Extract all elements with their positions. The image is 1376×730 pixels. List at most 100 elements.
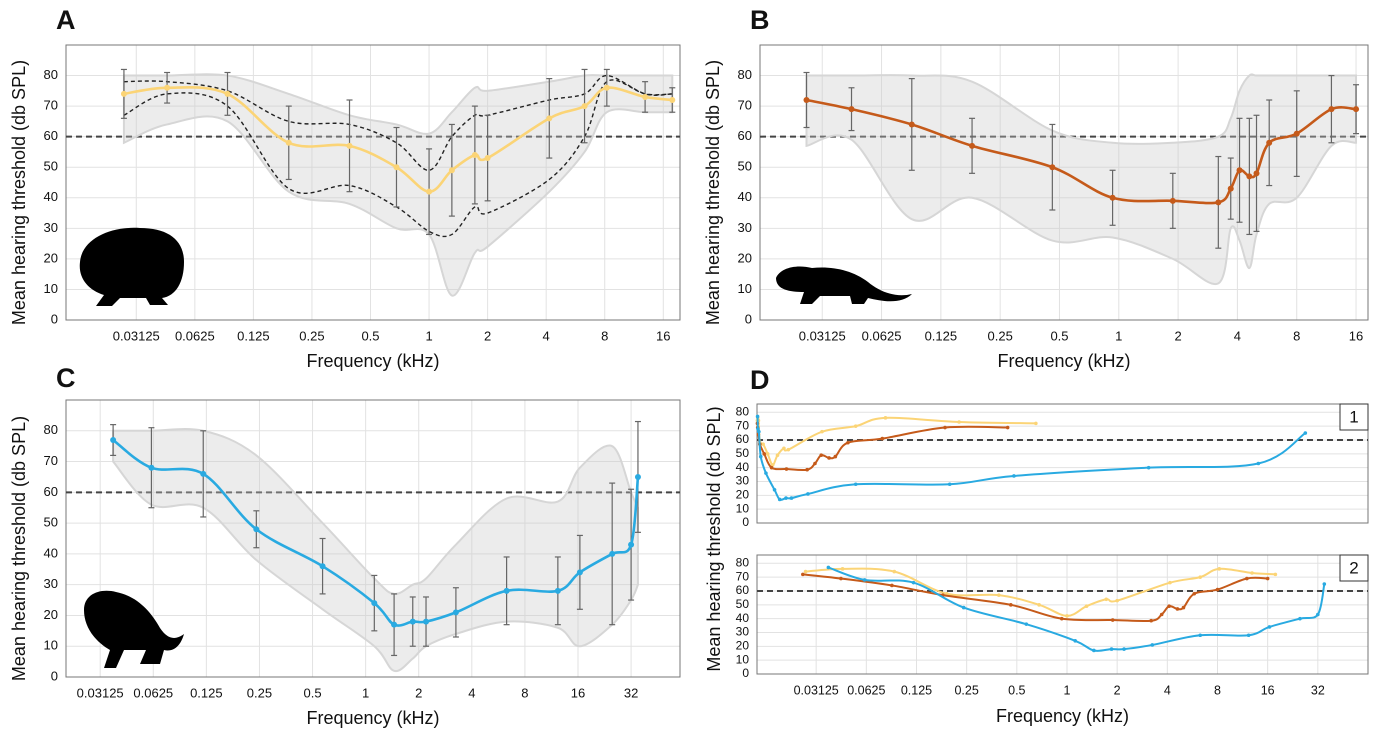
- data-point: [770, 463, 775, 467]
- data-point: [883, 416, 888, 420]
- data-point: [1175, 607, 1180, 611]
- data-point: [761, 442, 765, 446]
- plot-frame: [65, 399, 681, 678]
- y-tick-label: 0: [51, 668, 58, 683]
- panel-letter: A: [56, 5, 76, 35]
- x-axis-title: Frequency (kHz): [306, 708, 439, 728]
- data-point: [1273, 572, 1278, 577]
- x-tick-label: 16: [656, 328, 670, 343]
- y-tick-label: 50: [44, 159, 58, 174]
- data-point: [853, 424, 858, 428]
- data-point: [1217, 567, 1222, 571]
- x-tick-label: 2: [1114, 683, 1121, 697]
- data-point: [503, 587, 510, 594]
- data-point: [253, 526, 260, 533]
- y-tick-label: 60: [736, 432, 750, 446]
- y-tick-label: 10: [44, 281, 58, 296]
- data-point: [890, 583, 894, 588]
- y-tick-label: 0: [742, 515, 749, 529]
- x-tick-label: 0.25: [988, 328, 1013, 343]
- x-tick-label: 0.0625: [847, 683, 885, 697]
- data-point: [576, 569, 583, 576]
- y-tick-label: 20: [44, 250, 58, 265]
- data-point: [1215, 199, 1222, 206]
- data-point: [642, 93, 649, 100]
- data-point: [755, 414, 760, 419]
- subplot-label: 2: [1349, 558, 1358, 577]
- y-tick-label: 80: [736, 555, 750, 569]
- data-point: [200, 470, 207, 477]
- data-point: [224, 90, 231, 97]
- data-point: [947, 482, 952, 487]
- y-tick-label: 30: [736, 474, 750, 488]
- animal-silhouette: [84, 590, 184, 668]
- data-point: [997, 593, 1001, 597]
- data-point: [1316, 612, 1320, 617]
- x-tick-label: 1: [1115, 328, 1122, 343]
- data-point: [880, 436, 885, 441]
- data-point: [423, 618, 430, 625]
- x-tick-label: 32: [624, 685, 638, 700]
- data-point: [1198, 575, 1203, 579]
- data-point: [803, 569, 808, 574]
- x-tick-label: 1: [425, 328, 432, 343]
- x-tick-label: 32: [1311, 683, 1325, 697]
- x-tick-label: 4: [1164, 683, 1171, 697]
- x-tick-label: 0.125: [901, 683, 932, 697]
- data-point: [1122, 647, 1126, 651]
- data-point: [827, 456, 831, 460]
- data-point: [1236, 167, 1243, 174]
- data-point: [1253, 170, 1260, 177]
- x-tick-label: 16: [571, 685, 585, 700]
- y-axis-title: Mean hearing threshold (db SPL): [704, 406, 724, 671]
- data-point: [1328, 106, 1335, 113]
- data-point: [769, 465, 774, 470]
- data-point: [609, 550, 616, 557]
- range-band: [122, 73, 674, 297]
- data-point: [862, 578, 867, 582]
- x-tick-label: 0.25: [954, 683, 978, 697]
- y-tick-label: 20: [738, 250, 752, 265]
- x-tick-label: 0.125: [190, 685, 223, 700]
- panel-letter: C: [56, 363, 76, 393]
- data-point: [1267, 625, 1272, 629]
- y-tick-label: 40: [44, 189, 58, 204]
- y-tick-label: 60: [738, 128, 752, 143]
- data-point: [1024, 622, 1029, 626]
- data-point: [756, 427, 760, 431]
- data-point: [1059, 616, 1064, 621]
- data-point: [1266, 139, 1273, 146]
- x-tick-label: 4: [543, 328, 550, 343]
- plot-area: [760, 45, 1368, 320]
- data-point: [1181, 605, 1186, 610]
- data-point: [1008, 603, 1013, 607]
- data-point: [148, 464, 155, 471]
- y-tick-label: 70: [736, 418, 750, 432]
- y-tick-label: 30: [736, 625, 750, 639]
- x-tick-label: 8: [521, 685, 528, 700]
- data-point: [801, 572, 805, 577]
- data-point: [319, 563, 326, 570]
- data-point: [782, 446, 786, 451]
- data-point: [1167, 604, 1171, 608]
- x-tick-label: 0.03125: [794, 683, 839, 697]
- y-tick-label: 30: [44, 576, 58, 591]
- data-point: [484, 155, 491, 162]
- subplot-label-box: [1339, 403, 1369, 431]
- data-point: [943, 425, 947, 430]
- data-point: [772, 487, 777, 492]
- y-tick-label: 50: [44, 515, 58, 530]
- y-tick-label: 0: [742, 666, 749, 680]
- y-tick-label: 60: [736, 583, 750, 597]
- data-point: [1256, 461, 1261, 466]
- x-tick-label: 0.5: [304, 685, 322, 700]
- y-tick-label: 70: [44, 98, 58, 113]
- x-tick-label: 0.5: [361, 328, 379, 343]
- series-line: [112, 438, 640, 627]
- plot-area: [757, 404, 1368, 523]
- y-tick-label: 10: [44, 638, 58, 653]
- data-point: [1192, 591, 1197, 596]
- data-point: [786, 447, 791, 452]
- plot-frame: [756, 554, 1369, 675]
- y-tick-label: 50: [736, 597, 750, 611]
